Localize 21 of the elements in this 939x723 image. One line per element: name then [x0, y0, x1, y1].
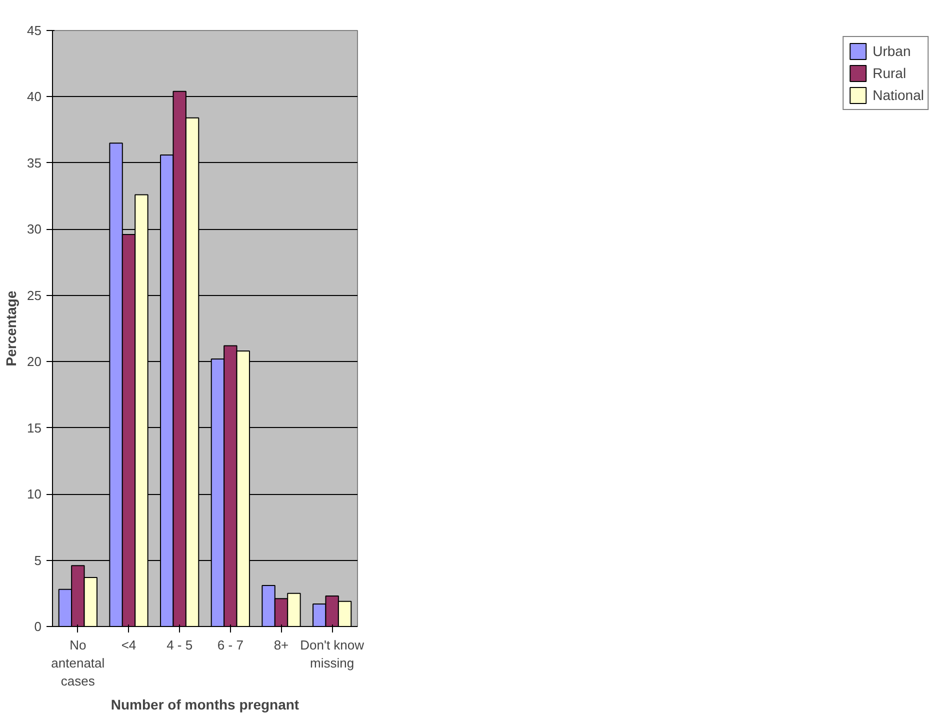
x-tick-label: <4 — [121, 638, 136, 652]
y-tick-label: 20 — [27, 354, 42, 370]
y-tick-label: 45 — [27, 23, 42, 38]
x-axis-title: Number of months pregnant — [110, 696, 300, 712]
y-tick-label: 30 — [27, 222, 42, 237]
y-axis-title: Percentage — [3, 290, 20, 366]
y-tick-label: 15 — [27, 420, 42, 436]
x-tick-label: Don't know missing — [300, 638, 365, 670]
legend-label: Urban — [872, 43, 911, 59]
x-tick-label: 4 - 5 — [166, 638, 193, 652]
y-tick-label: 35 — [27, 155, 42, 170]
y-tick-label: 5 — [34, 552, 42, 568]
x-tick-label: 8+ — [274, 638, 289, 652]
x-tick-label: 6 - 7 — [217, 638, 244, 652]
legend-label: National — [872, 87, 924, 103]
y-tick-label: 0 — [34, 619, 42, 634]
y-tick-label: 10 — [27, 486, 42, 502]
y-tick-label: 25 — [27, 288, 42, 303]
legend-label: Rural — [872, 65, 906, 81]
y-tick-label: 40 — [27, 89, 42, 104]
x-tick-label: No antenatal cases — [51, 638, 105, 688]
